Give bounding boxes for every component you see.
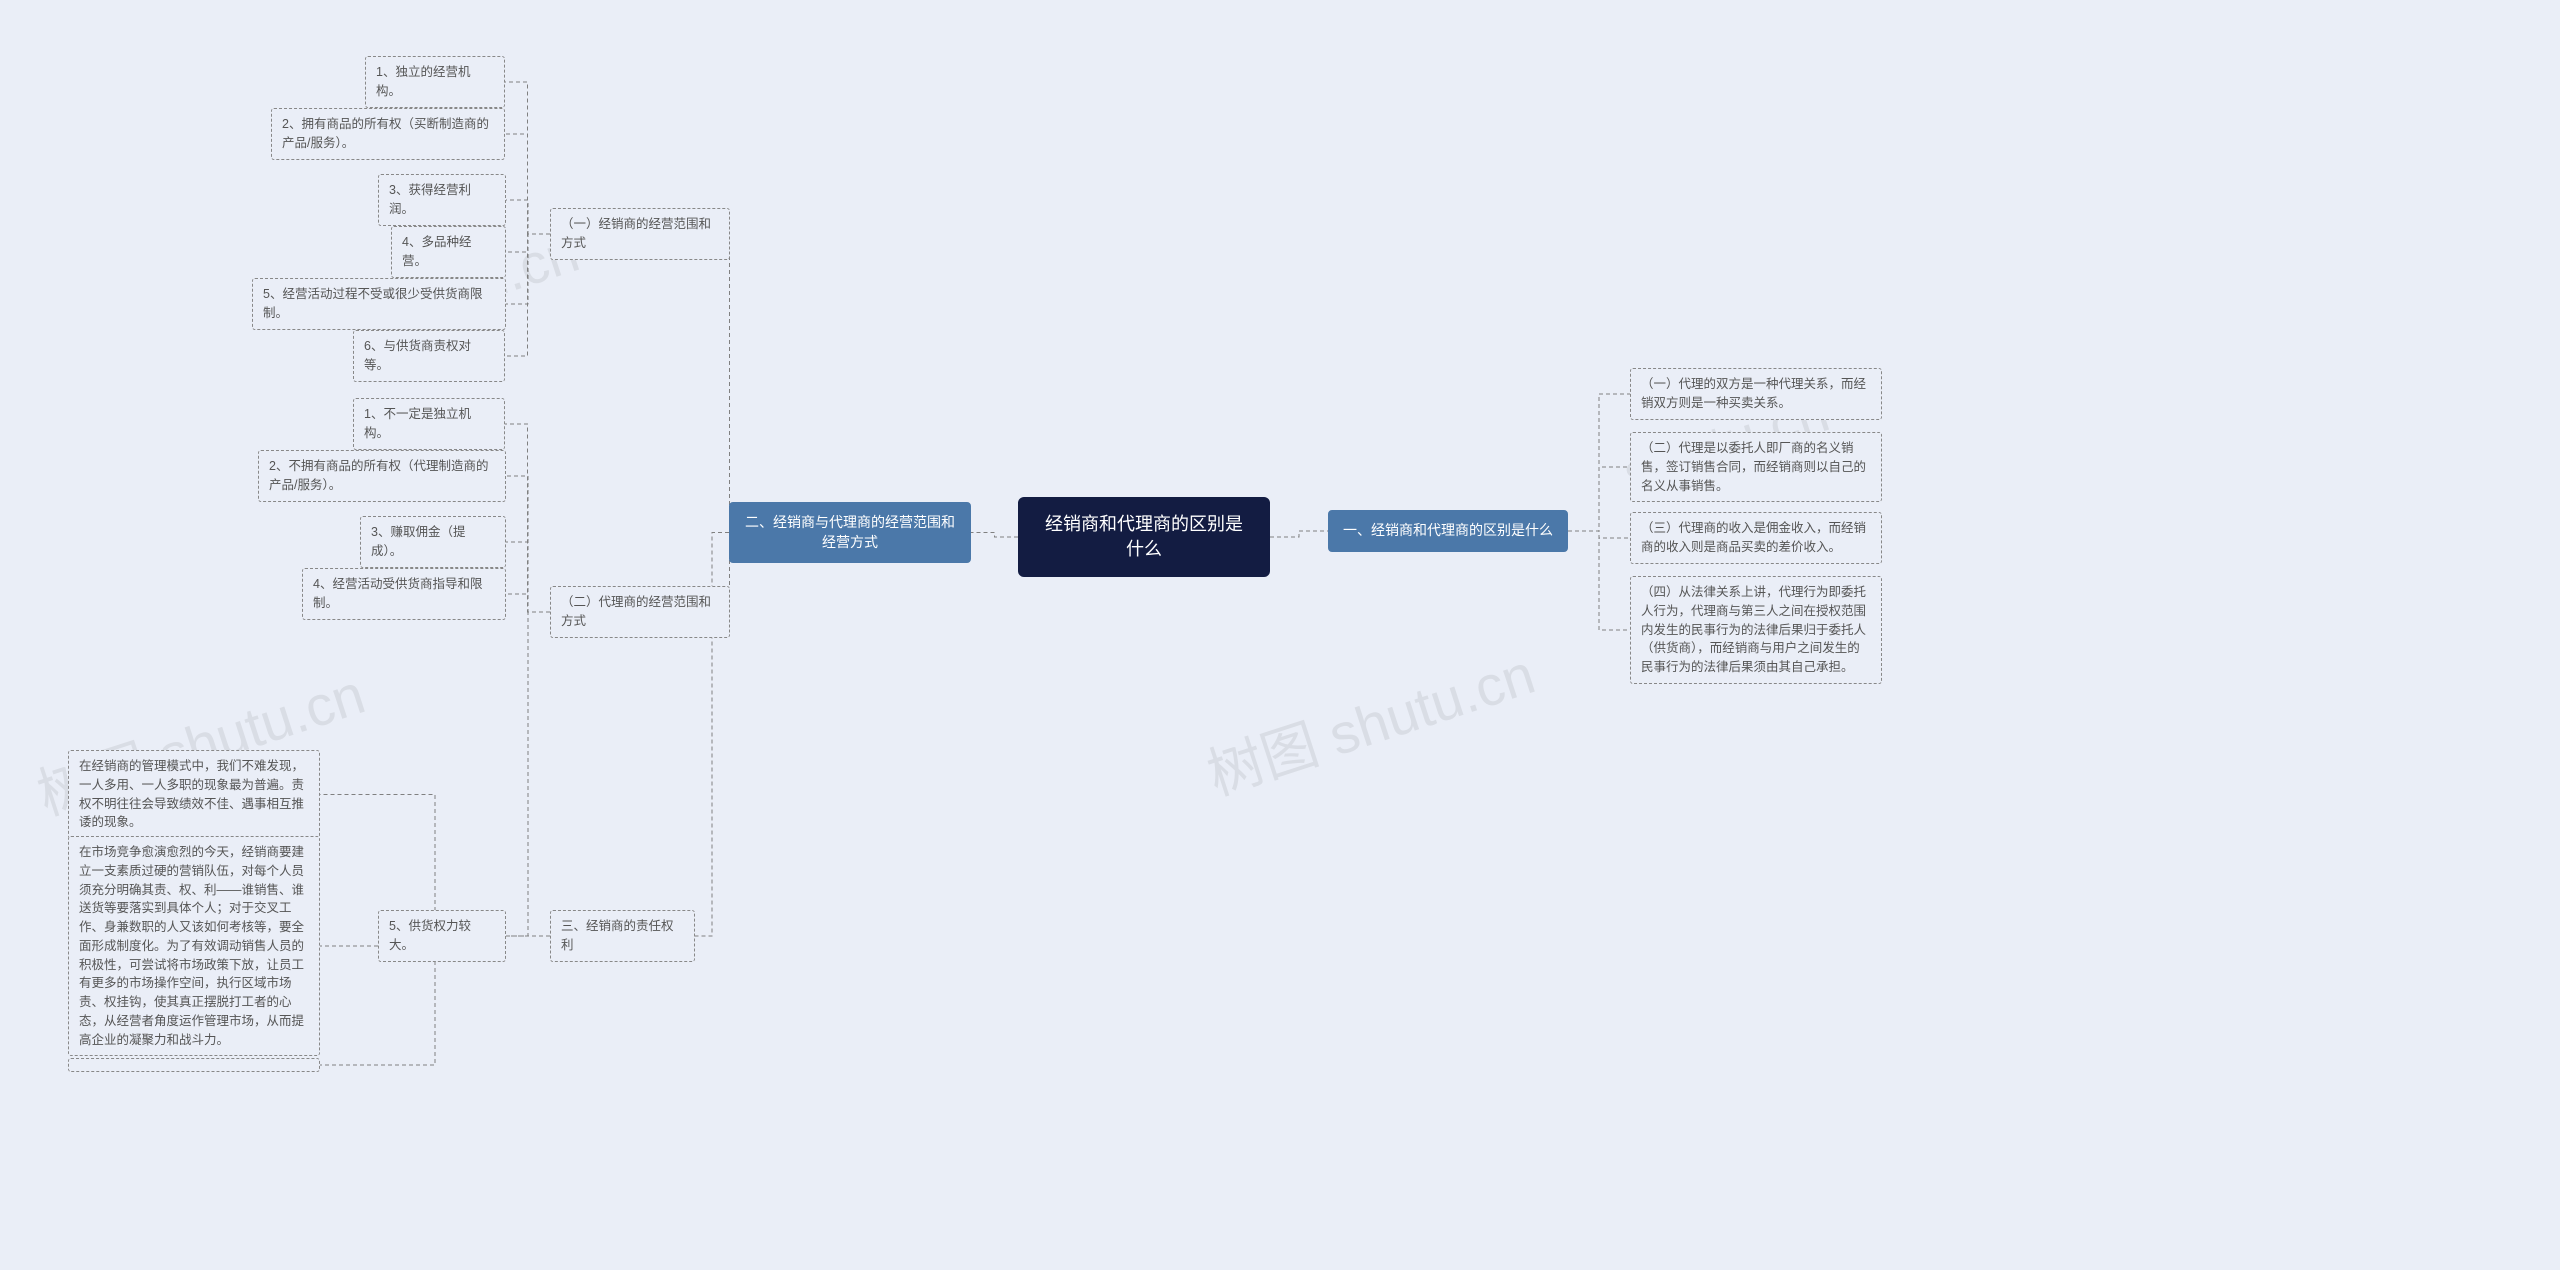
leaf-node[interactable]: （一）代理的双方是一种代理关系，而经销双方则是一种买卖关系。	[1630, 368, 1882, 420]
leaf-node[interactable]: 3、赚取佣金（提成）。	[360, 516, 506, 568]
leaf-node[interactable]: 5、供货权力较大。	[378, 910, 506, 962]
leaf-node[interactable]	[68, 1058, 320, 1072]
leaf-node[interactable]: 1、独立的经营机构。	[365, 56, 505, 108]
sub-branch[interactable]: （二）代理商的经营范围和方式	[550, 586, 730, 638]
leaf-node[interactable]: （二）代理是以委托人即厂商的名义销售，签订销售合同，而经销商则以自己的名义从事销…	[1630, 432, 1882, 502]
leaf-node[interactable]: 在市场竞争愈演愈烈的今天，经销商要建立一支素质过硬的营销队伍，对每个人员须充分明…	[68, 836, 320, 1056]
right-branch[interactable]: 一、经销商和代理商的区别是什么	[1328, 510, 1568, 552]
sub-branch[interactable]: （一）经销商的经营范围和方式	[550, 208, 730, 260]
leaf-node[interactable]: 4、经营活动受供货商指导和限制。	[302, 568, 506, 620]
leaf-node[interactable]: 1、不一定是独立机构。	[353, 398, 505, 450]
root-node[interactable]: 经销商和代理商的区别是什么	[1018, 497, 1270, 577]
leaf-node[interactable]: 2、不拥有商品的所有权（代理制造商的产品/服务）。	[258, 450, 506, 502]
leaf-node[interactable]: （四）从法律关系上讲，代理行为即委托人行为，代理商与第三人之间在授权范围内发生的…	[1630, 576, 1882, 684]
leaf-node[interactable]: 6、与供货商责权对等。	[353, 330, 505, 382]
watermark: 树图 shutu.cn	[1196, 630, 1544, 812]
leaf-node[interactable]: 2、拥有商品的所有权（买断制造商的产品/服务）。	[271, 108, 505, 160]
leaf-node[interactable]: 在经销商的管理模式中，我们不难发现，一人多用、一人多职的现象最为普遍。责权不明往…	[68, 750, 320, 839]
left-branch[interactable]: 二、经销商与代理商的经营范围和经营方式	[729, 502, 971, 563]
leaf-node[interactable]: 4、多品种经营。	[391, 226, 506, 278]
leaf-node[interactable]: 5、经营活动过程不受或很少受供货商限制。	[252, 278, 506, 330]
leaf-node[interactable]: （三）代理商的收入是佣金收入，而经销商的收入则是商品买卖的差价收入。	[1630, 512, 1882, 564]
sub-branch[interactable]: 三、经销商的责任权利	[550, 910, 695, 962]
leaf-node[interactable]: 3、获得经营利润。	[378, 174, 506, 226]
